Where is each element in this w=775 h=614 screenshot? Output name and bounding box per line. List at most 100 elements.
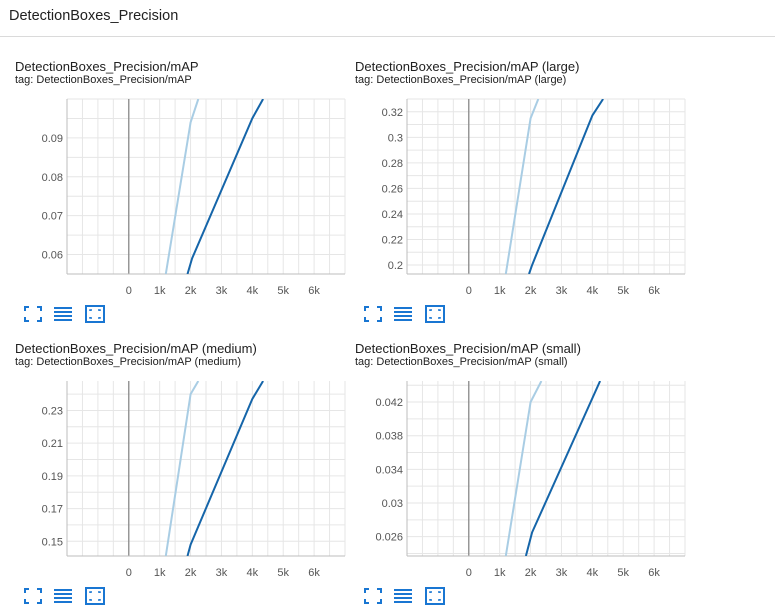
fit-domain-icon bbox=[85, 587, 105, 605]
series-line bbox=[504, 99, 540, 274]
grid bbox=[406, 381, 686, 556]
y-tick-label: 0.07 bbox=[42, 211, 63, 223]
line-chart[interactable]: 0.06 0.07 0.08 0.09 0 1k 2k 3k 4k 5k 6k bbox=[15, 89, 346, 301]
x-tick-label: 5k bbox=[617, 567, 629, 579]
series-line bbox=[164, 99, 200, 274]
x-tick-label: 4k bbox=[247, 285, 259, 297]
y-tick-label: 0.03 bbox=[382, 498, 403, 510]
chart-title: DetectionBoxes_Precision/mAP (small) bbox=[355, 341, 581, 356]
x-tick-label: 3k bbox=[556, 567, 568, 579]
y-tick-label: 0.15 bbox=[42, 536, 63, 548]
fit-domain-icon bbox=[425, 305, 445, 323]
y-tick-label: 0.2 bbox=[388, 260, 403, 272]
x-tick-label: 0 bbox=[126, 285, 132, 297]
x-tick-label: 2k bbox=[185, 567, 197, 579]
y-tick-label: 0.26 bbox=[382, 183, 403, 195]
series-line bbox=[504, 381, 543, 556]
y-tick-label: 0.24 bbox=[382, 209, 403, 221]
x-tick-label: 4k bbox=[587, 567, 599, 579]
y-tick-label: 0.06 bbox=[42, 250, 63, 262]
chart-card: DetectionBoxes_Precision/mAP (medium) ta… bbox=[15, 341, 355, 611]
fullscreen-button[interactable] bbox=[22, 304, 44, 324]
fullscreen-button[interactable] bbox=[22, 586, 44, 606]
toggle-log-scale-button[interactable] bbox=[52, 304, 74, 324]
fullscreen-icon bbox=[24, 588, 42, 604]
chart-tag: tag: DetectionBoxes_Precision/mAP (small… bbox=[355, 356, 568, 368]
x-tick-label: 6k bbox=[648, 567, 660, 579]
y-tick-label: 0.22 bbox=[382, 235, 403, 247]
y-tick-label: 0.026 bbox=[375, 532, 403, 544]
toggle-log-scale-icon bbox=[394, 307, 412, 321]
x-tick-label: 1k bbox=[494, 567, 506, 579]
grid bbox=[66, 381, 346, 556]
fit-domain-button[interactable] bbox=[424, 586, 446, 606]
fit-domain-icon bbox=[425, 587, 445, 605]
chart-card: DetectionBoxes_Precision/mAP (small) tag… bbox=[355, 341, 695, 611]
x-tick-label: 6k bbox=[308, 567, 320, 579]
x-tick-label: 6k bbox=[308, 285, 320, 297]
x-tick-label: 6k bbox=[648, 285, 660, 297]
fullscreen-button[interactable] bbox=[362, 304, 384, 324]
fit-domain-button[interactable] bbox=[424, 304, 446, 324]
chart-title: DetectionBoxes_Precision/mAP (large) bbox=[355, 59, 580, 74]
y-tick-label: 0.038 bbox=[375, 431, 403, 443]
y-tick-label: 0.09 bbox=[42, 133, 63, 145]
chart-tag: tag: DetectionBoxes_Precision/mAP bbox=[15, 74, 192, 86]
series-line bbox=[524, 381, 602, 556]
x-tick-label: 1k bbox=[154, 567, 166, 579]
x-tick-label: 3k bbox=[216, 285, 228, 297]
fullscreen-button[interactable] bbox=[362, 586, 384, 606]
x-tick-label: 1k bbox=[154, 285, 166, 297]
x-tick-label: 0 bbox=[126, 567, 132, 579]
y-tick-label: 0.042 bbox=[375, 397, 403, 409]
y-tick-label: 0.21 bbox=[42, 438, 63, 450]
x-tick-label: 4k bbox=[587, 285, 599, 297]
x-tick-label: 0 bbox=[466, 285, 472, 297]
x-tick-label: 0 bbox=[466, 567, 472, 579]
chart-tag: tag: DetectionBoxes_Precision/mAP (mediu… bbox=[15, 356, 242, 368]
toggle-log-scale-icon bbox=[54, 307, 72, 321]
toggle-log-scale-button[interactable] bbox=[392, 304, 414, 324]
series-line bbox=[164, 381, 200, 556]
series-line bbox=[528, 99, 604, 274]
chart-tag: tag: DetectionBoxes_Precision/mAP (large… bbox=[355, 74, 567, 86]
toggle-log-scale-button[interactable] bbox=[52, 586, 74, 606]
fit-domain-icon bbox=[85, 305, 105, 323]
y-tick-label: 0.034 bbox=[375, 464, 403, 476]
line-chart[interactable]: 0.026 0.03 0.034 0.038 0.042 0 1k 2k 3k 4k 5k 6k bbox=[355, 371, 686, 583]
x-tick-label: 2k bbox=[525, 567, 537, 579]
series-line bbox=[186, 381, 264, 556]
series-line bbox=[186, 99, 264, 274]
toggle-log-scale-button[interactable] bbox=[392, 586, 414, 606]
line-chart[interactable]: 0.15 0.17 0.19 0.21 0.23 0 1k 2k 3k 4k 5k 6k bbox=[15, 371, 346, 583]
x-tick-label: 3k bbox=[556, 285, 568, 297]
line-chart[interactable]: 0.2 0.22 0.24 0.26 0.28 0.3 0.32 0 1k 2k 3k 4k 5k 6k bbox=[355, 89, 686, 301]
fullscreen-icon bbox=[364, 588, 382, 604]
x-tick-label: 2k bbox=[525, 285, 537, 297]
chart-card: DetectionBoxes_Precision/mAP tag: Detect… bbox=[15, 59, 355, 329]
x-tick-label: 2k bbox=[185, 285, 197, 297]
y-tick-label: 0.28 bbox=[382, 158, 403, 170]
toggle-log-scale-icon bbox=[54, 589, 72, 603]
section-title: DetectionBoxes_Precision bbox=[9, 8, 179, 24]
fit-domain-button[interactable] bbox=[84, 304, 106, 324]
fit-domain-button[interactable] bbox=[84, 586, 106, 606]
x-tick-label: 4k bbox=[247, 567, 259, 579]
x-tick-label: 3k bbox=[216, 567, 228, 579]
chart-card: DetectionBoxes_Precision/mAP (large) tag… bbox=[355, 59, 695, 329]
y-tick-label: 0.3 bbox=[388, 132, 403, 144]
y-tick-label: 0.17 bbox=[42, 504, 63, 516]
x-tick-label: 1k bbox=[494, 285, 506, 297]
y-tick-label: 0.19 bbox=[42, 471, 63, 483]
x-tick-label: 5k bbox=[277, 567, 289, 579]
x-tick-label: 5k bbox=[277, 285, 289, 297]
section-header: DetectionBoxes_Precision bbox=[0, 0, 775, 37]
y-tick-label: 0.08 bbox=[42, 172, 63, 184]
fullscreen-icon bbox=[24, 306, 42, 322]
chart-title: DetectionBoxes_Precision/mAP (medium) bbox=[15, 341, 257, 356]
fullscreen-icon bbox=[364, 306, 382, 322]
y-tick-label: 0.23 bbox=[42, 405, 63, 417]
toggle-log-scale-icon bbox=[394, 589, 412, 603]
grid bbox=[406, 98, 686, 274]
chart-title: DetectionBoxes_Precision/mAP bbox=[15, 59, 199, 74]
